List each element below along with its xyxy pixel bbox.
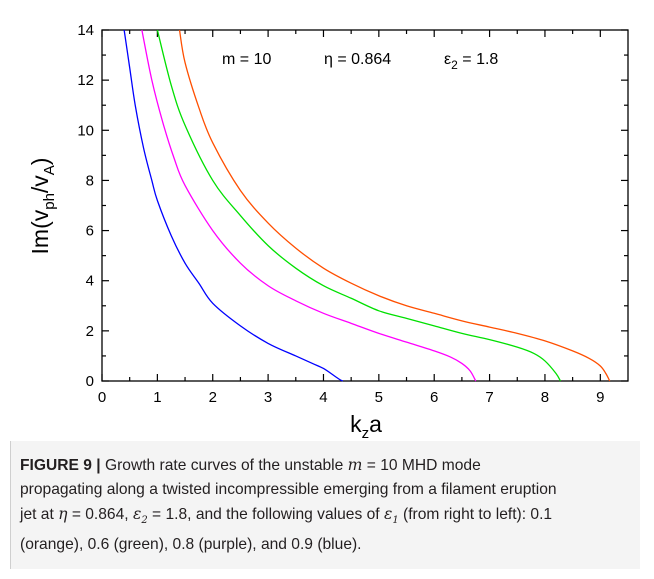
caption-eps1: ε1 xyxy=(383,505,399,527)
caption-text-1: Growth rate curves of the unstable xyxy=(100,457,348,474)
caption-text-8: (orange), 0.6 (green), 0.8 (purple), and… xyxy=(20,536,362,554)
caption-text-7: (from right to left): 0.1 xyxy=(398,506,553,523)
annotation-eps2: ε2 = 1.8 xyxy=(444,51,498,72)
annotation-eta: η = 0.864 xyxy=(324,51,391,68)
figure-caption: FIGURE 9 | Growth rate curves of the uns… xyxy=(10,441,640,569)
x-tick-label: 4 xyxy=(319,389,327,406)
caption-label: FIGURE 9 | xyxy=(20,457,101,474)
y-tick-label: 0 xyxy=(86,373,94,390)
series-line-green xyxy=(156,29,562,382)
caption-text-5: = 0.864, xyxy=(67,506,133,523)
series-line-purple xyxy=(141,29,477,382)
y-tick-label: 14 xyxy=(77,22,94,39)
x-tick-label: 2 xyxy=(209,389,217,406)
caption-m: m xyxy=(347,456,363,474)
axis-ticks xyxy=(101,29,628,382)
caption-eps2: ε2 xyxy=(132,505,148,527)
x-tick-label: 9 xyxy=(596,389,604,406)
series-line-orange xyxy=(178,29,611,382)
y-tick-label: 10 xyxy=(77,122,94,139)
caption-eta: η xyxy=(58,505,68,523)
curves xyxy=(123,29,611,382)
y-tick-label: 8 xyxy=(86,172,94,189)
x-tick-label: 7 xyxy=(485,389,493,406)
caption-text-2: = 10 MHD mode xyxy=(362,457,481,474)
y-tick-label: 6 xyxy=(86,223,94,240)
x-tick-label: 5 xyxy=(375,389,383,406)
series-line-blue xyxy=(123,29,344,382)
x-tick-labels: 0 1 2 3 4 5 6 7 8 9 xyxy=(98,389,605,406)
x-tick-label: 3 xyxy=(264,389,272,406)
x-axis-label: kza xyxy=(350,411,382,440)
y-tick-label: 4 xyxy=(86,273,94,290)
caption-text-4: jet at xyxy=(20,506,59,523)
caption-text-3: propagating along a twisted incompressib… xyxy=(20,481,557,498)
y-tick-label: 12 xyxy=(77,72,94,89)
y-tick-labels: 0 2 4 6 8 10 12 14 xyxy=(77,22,94,390)
x-tick-label: 0 xyxy=(98,389,106,406)
annotation-m: m = 10 xyxy=(222,51,271,68)
x-tick-label: 8 xyxy=(541,389,549,406)
y-tick-label: 2 xyxy=(86,323,94,340)
x-tick-label: 1 xyxy=(153,389,161,406)
x-tick-label: 6 xyxy=(430,389,438,406)
caption-text-6: = 1.8, and the following values of xyxy=(147,506,384,523)
y-axis-label: Im(vph/vA) xyxy=(27,158,58,255)
